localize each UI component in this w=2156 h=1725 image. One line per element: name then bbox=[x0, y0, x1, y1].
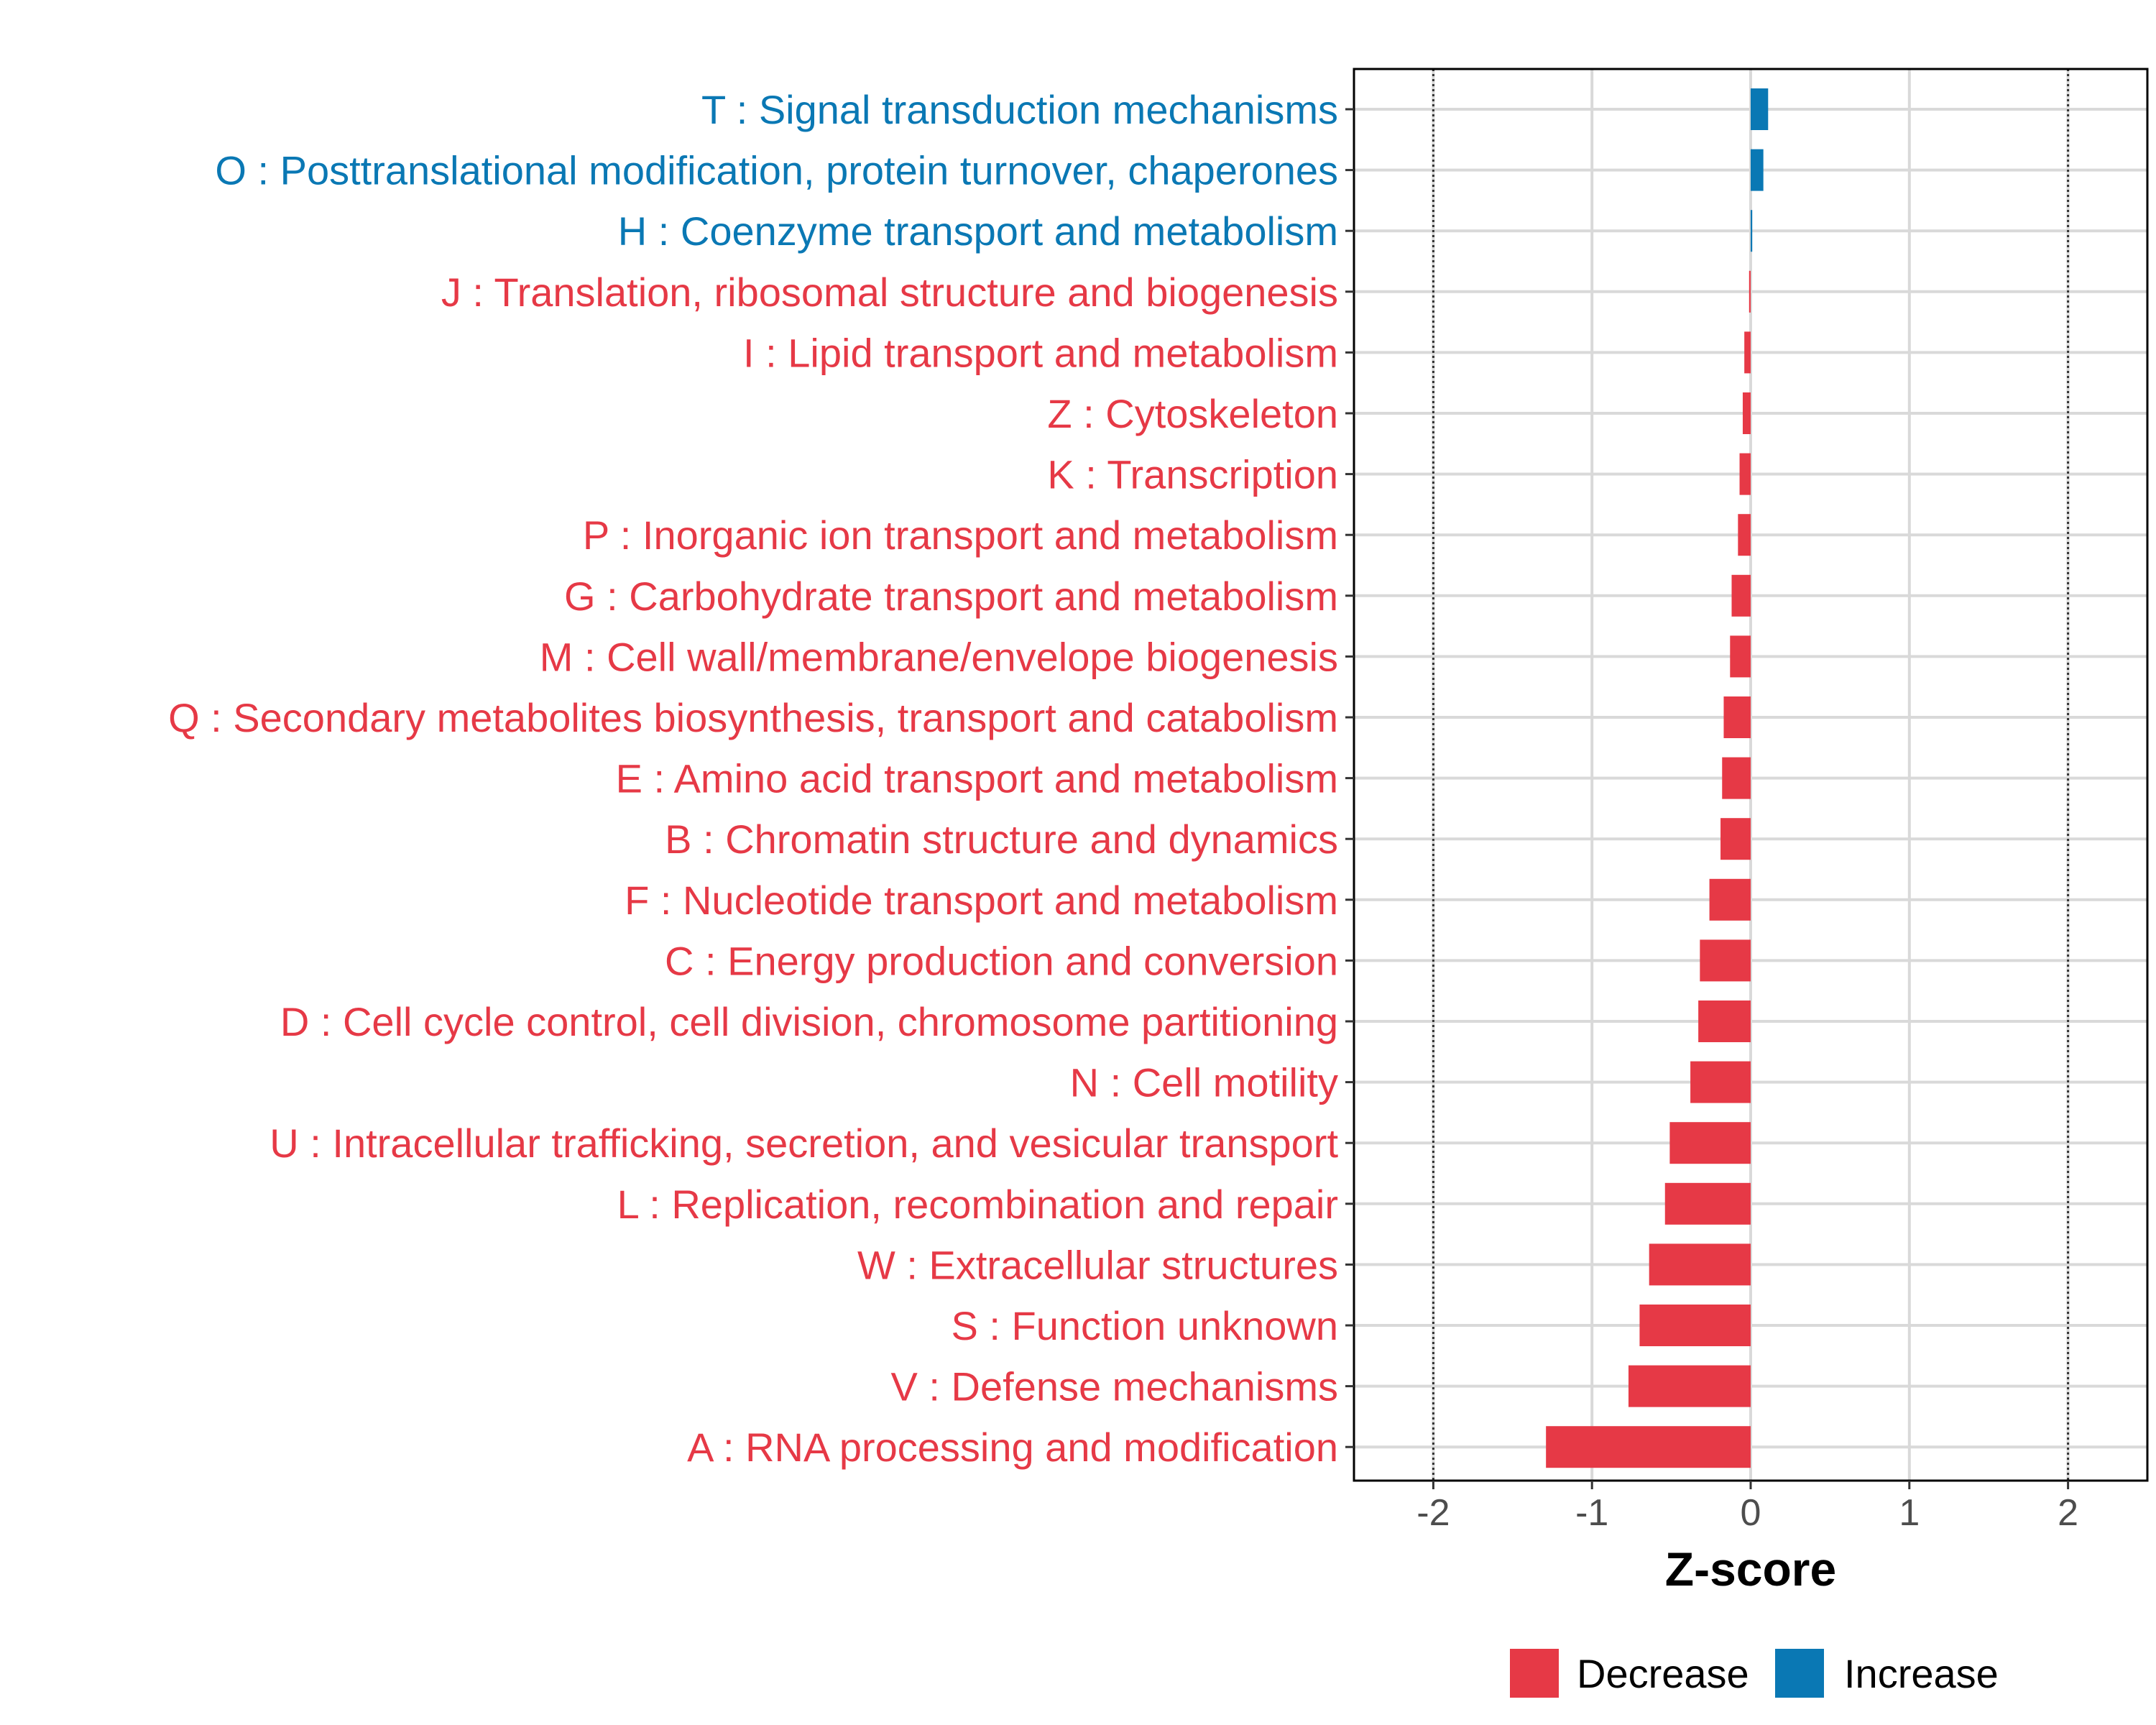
x-axis-ticks: -2 -1 0 1 2 bbox=[1416, 1481, 2078, 1534]
bar bbox=[1690, 1061, 1751, 1103]
bar bbox=[1698, 1000, 1751, 1042]
bar bbox=[1751, 210, 1753, 252]
category-label: D : Cell cycle control, cell division, c… bbox=[280, 999, 1338, 1044]
x-tick-label: 0 bbox=[1741, 1492, 1761, 1534]
bar bbox=[1731, 574, 1751, 617]
y-axis-category-labels: T : Signal transduction mechanisms O : Po… bbox=[168, 87, 1338, 1470]
category-label: L : Replication, recombination and repai… bbox=[617, 1182, 1338, 1227]
bar bbox=[1751, 149, 1764, 191]
category-label: K : Transcription bbox=[1047, 452, 1338, 497]
category-label: A : RNA processing and modification bbox=[687, 1425, 1338, 1470]
category-label: T : Signal transduction mechanisms bbox=[701, 87, 1338, 132]
legend: Decrease Increase bbox=[1510, 1649, 1999, 1698]
bar bbox=[1730, 635, 1751, 678]
x-axis-title: Z-score bbox=[1665, 1542, 1836, 1596]
legend-swatch bbox=[1510, 1649, 1559, 1698]
category-label: J : Translation, ribosomal structure and… bbox=[441, 270, 1338, 315]
x-tick-label: 2 bbox=[2058, 1492, 2078, 1534]
bar bbox=[1720, 818, 1751, 860]
legend-swatch bbox=[1775, 1649, 1824, 1698]
category-label: Z : Cytoskeleton bbox=[1047, 391, 1338, 436]
x-tick-label: 1 bbox=[1899, 1492, 1920, 1534]
bar bbox=[1649, 1243, 1751, 1286]
category-label: Q : Secondary metabolites biosynthesis, … bbox=[168, 695, 1338, 740]
category-label: P : Inorganic ion transport and metaboli… bbox=[583, 512, 1338, 558]
bar bbox=[1669, 1122, 1751, 1164]
category-label: B : Chromatin structure and dynamics bbox=[665, 816, 1338, 862]
category-label: N : Cell motility bbox=[1070, 1060, 1338, 1105]
legend-label: Increase bbox=[1844, 1651, 1999, 1696]
bar bbox=[1744, 331, 1751, 374]
category-label: S : Function unknown bbox=[951, 1303, 1338, 1348]
category-label: U : Intracellular trafficking, secretion… bbox=[270, 1121, 1338, 1166]
category-label: G : Carbohydrate transport and metabolis… bbox=[564, 574, 1338, 619]
bar bbox=[1739, 453, 1751, 495]
category-label: I : Lipid transport and metabolism bbox=[743, 330, 1338, 375]
bar bbox=[1709, 878, 1751, 921]
bar bbox=[1723, 696, 1751, 738]
bar bbox=[1742, 392, 1751, 434]
category-label: E : Amino acid transport and metabolism bbox=[616, 756, 1338, 801]
bar bbox=[1749, 270, 1751, 313]
reference-lines bbox=[1432, 69, 2070, 1481]
x-tick-label: -2 bbox=[1416, 1492, 1450, 1534]
y-axis-ticks bbox=[1345, 108, 1354, 1448]
category-label: C : Energy production and conversion bbox=[665, 938, 1338, 983]
bar bbox=[1751, 88, 1769, 130]
category-label: M : Cell wall/membrane/envelope biogenes… bbox=[540, 634, 1338, 679]
bar bbox=[1546, 1426, 1751, 1468]
bar bbox=[1639, 1305, 1751, 1346]
bar bbox=[1628, 1365, 1751, 1407]
bar bbox=[1700, 939, 1751, 982]
bars bbox=[1546, 88, 1769, 1468]
category-label: V : Defense mechanisms bbox=[891, 1364, 1338, 1409]
bar bbox=[1722, 757, 1751, 799]
legend-label: Decrease bbox=[1577, 1651, 1749, 1696]
category-label: F : Nucleotide transport and metabolism bbox=[625, 878, 1338, 923]
x-tick-label: -1 bbox=[1575, 1492, 1608, 1534]
category-label: H : Coenzyme transport and metabolism bbox=[618, 208, 1338, 254]
bar bbox=[1738, 514, 1751, 556]
bar bbox=[1664, 1182, 1751, 1225]
category-label: O : Posttranslational modification, prot… bbox=[215, 148, 1338, 193]
category-label: W : Extracellular structures bbox=[857, 1242, 1338, 1287]
